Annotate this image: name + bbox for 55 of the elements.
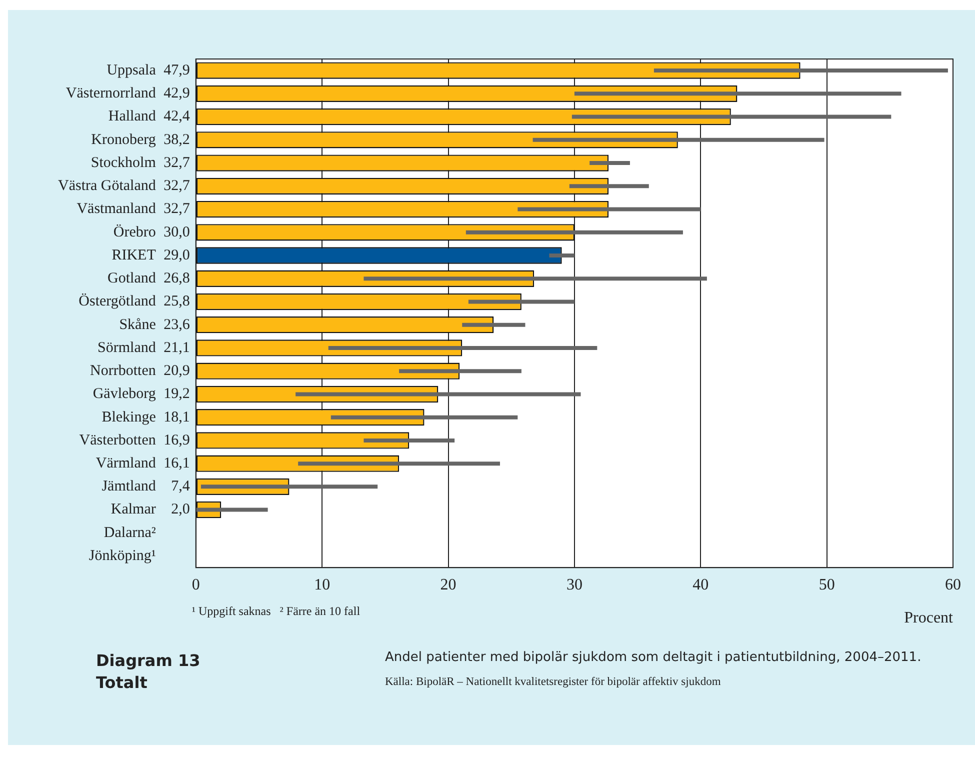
y-tick-label: Kronoberg [91, 132, 156, 148]
data-label: 47,9 [164, 62, 190, 78]
data-label: 26,8 [164, 270, 190, 287]
y-tick-label: Västra Götaland [58, 178, 156, 194]
data-label: 32,7 [164, 178, 190, 194]
y-tick-label: Halland [108, 108, 156, 125]
y-tick-label: Gotland [108, 270, 156, 287]
y-tick-label: Värmland [96, 456, 156, 472]
data-label: 16,1 [164, 456, 190, 472]
data-label: 19,2 [164, 386, 190, 402]
y-tick-label: Gävleborg [92, 386, 156, 402]
y-tick-label: Örebro [113, 223, 156, 240]
x-tick-label: 10 [314, 576, 330, 594]
data-label: 2,0 [171, 502, 190, 518]
text: Andel patienter med bipolär sjukdom som deltagit i patientutbildning, 2004–2011. [385, 650, 922, 665]
data-label: 18,1 [164, 409, 190, 426]
data-label: 32,7 [164, 201, 190, 218]
text: Diagram 13 [96, 650, 200, 672]
data-label: 38,2 [164, 132, 190, 148]
x-tick-label: 20 [440, 576, 456, 594]
text: Källa: BipoläR – Nationellt kvalitetsregister för bipolär affektiv sjukdom [385, 676, 721, 688]
y-tick-label: Blekinge [102, 409, 156, 426]
data-label: 23,6 [164, 316, 190, 333]
y-tick-label: Jämtland [102, 478, 156, 495]
y-tick-label: Uppsala [106, 62, 156, 78]
data-label: 7,4 [171, 478, 190, 495]
data-label: 42,4 [164, 108, 190, 125]
y-tick-label: Sörmland [98, 340, 156, 356]
data-label: 20,9 [164, 363, 190, 380]
x-tick-label: 60 [945, 576, 961, 594]
data-label: 16,9 [164, 432, 190, 448]
x-tick-label: 30 [566, 576, 582, 594]
data-label: 25,8 [164, 294, 190, 310]
y-tick-label: Västerbotten [79, 432, 156, 448]
y-tick-label: Kalmar [110, 502, 156, 518]
y-tick-label: Östergötland [78, 292, 156, 310]
data-label: 32,7 [164, 154, 190, 171]
data-label: 42,9 [164, 86, 190, 102]
x-tick-label: 40 [692, 576, 709, 594]
x-tick-label: 50 [818, 576, 835, 594]
data-label: 30,0 [164, 224, 190, 240]
y-tick-label: Jönköping¹ [88, 548, 156, 564]
y-tick-label: Västernorrland [66, 86, 156, 102]
y-tick-label: Skåne [119, 316, 156, 333]
y-tick-label: Stockholm [90, 154, 156, 171]
text: Totalt [96, 672, 148, 694]
text: ¹ Uppgift saknas ² Färre än 10 fall [192, 604, 361, 618]
x-axis-title: Procent [904, 610, 954, 627]
y-tick-label: Västmanland [76, 201, 156, 218]
y-tick-label: Norrbotten [90, 363, 156, 380]
x-tick-label: 0 [192, 576, 200, 594]
y-tick-label: Dalarna² [104, 524, 156, 541]
y-tick-label: RIKET [112, 247, 156, 264]
data-label: 29,0 [164, 247, 190, 264]
data-label: 21,1 [164, 340, 190, 356]
